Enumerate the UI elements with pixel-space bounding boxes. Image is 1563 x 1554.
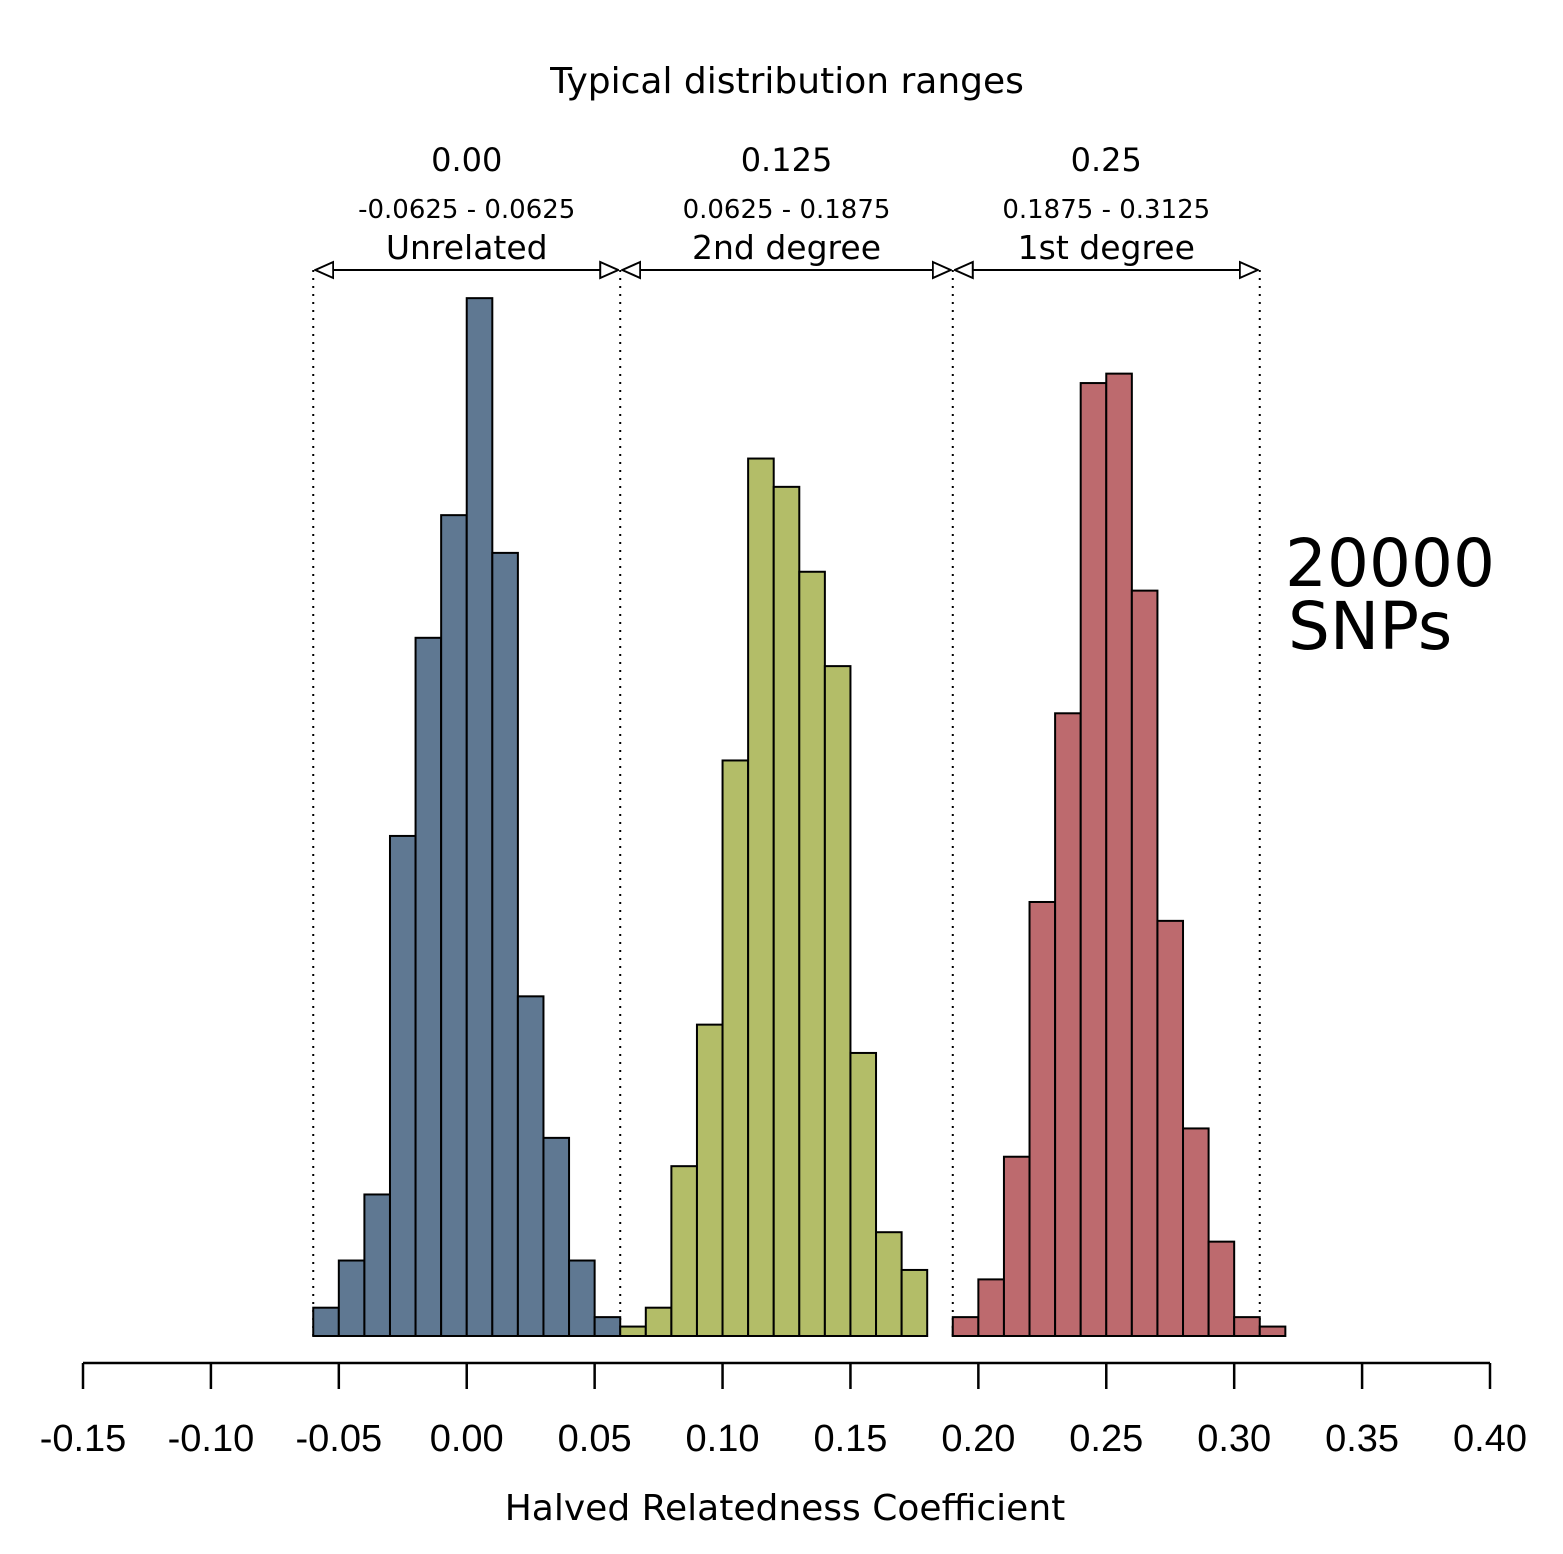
range-label: 2nd degree	[692, 228, 881, 267]
range-interval: -0.0625 - 0.0625	[358, 195, 575, 225]
range-expected-value: 0.00	[431, 141, 502, 179]
histogram-bar	[593, 1316, 622, 1338]
histogram-bar	[440, 514, 468, 1337]
x-tick-label: 0.10	[686, 1418, 760, 1460]
histogram-bar	[619, 1325, 647, 1337]
histogram-bar	[644, 1306, 673, 1337]
x-tick-label: -0.10	[168, 1418, 255, 1460]
histogram-bar	[568, 1259, 596, 1338]
histogram-bar	[337, 1259, 366, 1338]
histogram-bar	[1105, 372, 1133, 1337]
histogram-bar	[312, 1306, 340, 1337]
histogram-bar	[951, 1316, 980, 1338]
x-axis: -0.15 -0.10 -0.05 0.00 0.05 0.10 0.15 0.20 0.25 0…	[40, 1361, 1527, 1460]
x-axis-label: Halved Relatedness Coefficient	[505, 1488, 1066, 1529]
histogram-bar	[1130, 589, 1159, 1337]
histogram-bars	[312, 297, 1287, 1338]
histogram-bar	[670, 1165, 698, 1338]
snp-annotation-line1: 20000	[1285, 525, 1495, 602]
histogram-bar	[695, 1023, 724, 1337]
histogram-bar	[849, 1051, 878, 1337]
histogram-bar	[414, 636, 443, 1337]
histogram-bar	[363, 1193, 391, 1337]
histogram-bar	[465, 297, 494, 1337]
histogram-bar	[1182, 1127, 1210, 1338]
histogram-bar	[1002, 1155, 1031, 1337]
x-tick-label: 0.15	[813, 1418, 887, 1460]
histogram-bar	[516, 995, 545, 1338]
histogram-bar	[1156, 919, 1185, 1337]
x-tick-label: 0.20	[941, 1418, 1015, 1460]
histogram-bar	[875, 1231, 903, 1337]
histogram-bar	[491, 551, 519, 1337]
range-expected-value: 0.25	[1071, 141, 1142, 179]
histogram-bar	[747, 457, 775, 1338]
x-tick-label: 0.30	[1197, 1418, 1271, 1460]
range-label: Unrelated	[386, 228, 548, 267]
histogram-bar	[900, 1268, 929, 1337]
histogram-bar	[977, 1278, 1005, 1338]
range-interval: 0.0625 - 0.1875	[683, 195, 891, 225]
x-tick-label: 0.05	[558, 1418, 632, 1460]
histogram-bar	[388, 834, 417, 1337]
x-tick-label: 0.25	[1069, 1418, 1143, 1460]
x-tick-label: 0.35	[1325, 1418, 1399, 1460]
histogram-bar	[1258, 1325, 1287, 1337]
histogram-bar	[1207, 1240, 1236, 1338]
range-interval: 0.1875 - 0.3125	[1002, 195, 1210, 225]
range-expected-value: 0.125	[741, 141, 833, 179]
histogram-bar	[798, 570, 826, 1337]
histogram-bar	[772, 485, 801, 1338]
histogram-bar	[1054, 712, 1082, 1337]
x-tick-label: -0.15	[40, 1418, 127, 1460]
histogram-bar	[1028, 900, 1057, 1337]
histogram-bar	[542, 1136, 571, 1337]
range-label: 1st degree	[1018, 228, 1195, 267]
histogram-bar	[823, 665, 852, 1337]
x-tick-label: 0.40	[1453, 1418, 1527, 1460]
histogram-bar	[721, 759, 750, 1337]
x-tick-label: 0.00	[430, 1418, 504, 1460]
snp-annotation-line2: SNPs	[1288, 588, 1452, 665]
histogram-bar	[1079, 382, 1108, 1337]
histogram-bar	[1233, 1316, 1261, 1338]
x-tick-label: -0.05	[296, 1418, 383, 1460]
chart-title: Typical distribution ranges	[549, 61, 1024, 102]
